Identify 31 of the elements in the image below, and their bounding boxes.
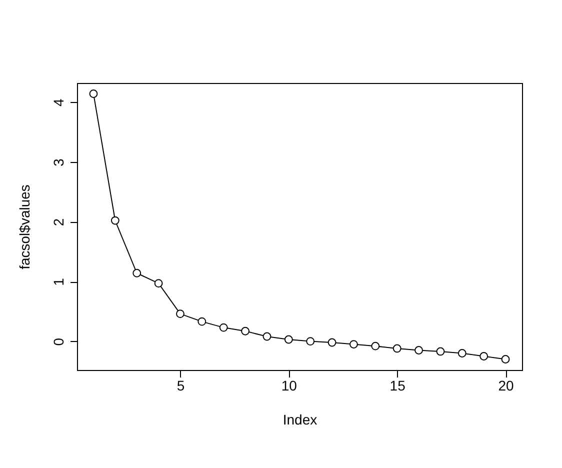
point (262, 332, 272, 341)
point (132, 268, 142, 278)
x-tick-label: 20 (498, 378, 514, 394)
x-tick-label: 5 (176, 378, 185, 394)
y-tick-label: 2 (50, 218, 66, 226)
point (414, 346, 423, 354)
point (110, 216, 120, 225)
point (154, 279, 163, 288)
y-axis-title: facsol$values (16, 184, 32, 270)
point (392, 344, 402, 353)
point (458, 349, 466, 358)
point (198, 317, 206, 326)
point (350, 340, 358, 348)
y-tick-label: 0 (50, 338, 66, 346)
point (176, 310, 184, 318)
x-axis-title: Index (282, 412, 318, 428)
y-tick-label: 4 (50, 98, 66, 107)
point (241, 326, 250, 336)
x-tick-label: 10 (281, 378, 298, 394)
point (306, 337, 315, 346)
point (371, 342, 380, 350)
point (219, 323, 228, 332)
point (480, 352, 488, 360)
point (284, 335, 293, 344)
point (89, 90, 98, 98)
point (436, 347, 445, 356)
y-tick-label: 3 (50, 158, 66, 166)
point (501, 355, 510, 364)
point (328, 338, 336, 347)
x-tick-label: 15 (390, 378, 406, 394)
y-tick-label: 1 (50, 278, 66, 286)
